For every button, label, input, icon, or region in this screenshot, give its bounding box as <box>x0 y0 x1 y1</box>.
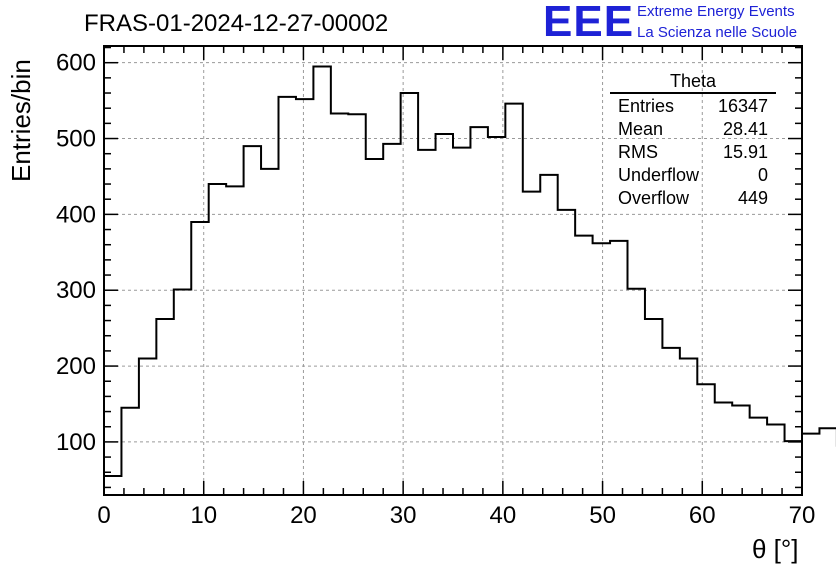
stats-value: 16347 <box>717 96 768 116</box>
x-tick-label: 60 <box>689 502 716 529</box>
stats-value: 449 <box>737 188 768 208</box>
x-tick-label: 50 <box>589 502 616 529</box>
stats-title: Theta <box>610 71 776 94</box>
histogram-line <box>104 65 836 478</box>
x-tick-label: 10 <box>190 502 217 529</box>
y-tick-label: 600 <box>56 50 96 77</box>
brand-line-1: Extreme Energy Events <box>637 3 795 20</box>
stats-value: 0 <box>757 165 768 185</box>
stats-label: Mean <box>618 119 664 139</box>
brand-line-2: La Scienza nelle Scuole <box>637 24 798 41</box>
plot-frame <box>103 45 803 496</box>
y-tick-label: 400 <box>56 201 96 228</box>
stats-label: RMS <box>618 142 658 162</box>
y-tick-label: 500 <box>56 126 96 153</box>
y-tick-label: 200 <box>56 353 96 380</box>
x-tick-label: 20 <box>290 502 317 529</box>
x-tick-label: 0 <box>97 502 110 529</box>
x-tick-label: 40 <box>490 502 517 529</box>
y-tick-labels: 100 200 300 400 500 600 <box>56 50 96 456</box>
stats-label: Entries <box>618 96 675 116</box>
y-tick-label: 100 <box>56 429 96 456</box>
x-axis-label: θ [°] <box>752 534 799 564</box>
stats-row-underflow: Underflow 0 <box>610 164 776 187</box>
x-tick-label: 30 <box>390 502 417 529</box>
x-tick-label: 70 <box>789 502 816 529</box>
stats-value: 28.41 <box>722 119 768 139</box>
y-tick-label: 300 <box>56 277 96 304</box>
stats-row-entries: Entries 16347 <box>610 95 776 118</box>
x-tick-labels: 0 10 20 30 40 50 60 70 <box>97 502 815 529</box>
y-axis-label: Entries/bin <box>6 59 36 182</box>
stats-label: Overflow <box>618 188 690 208</box>
eee-logo: EEE <box>543 0 635 46</box>
chart-title: FRAS-01-2024-12-27-00002 <box>84 10 389 37</box>
stats-label: Underflow <box>618 165 700 185</box>
stats-row-rms: RMS 15.91 <box>610 141 776 164</box>
stats-row-overflow: Overflow 449 <box>610 187 776 210</box>
grid-lines <box>104 46 802 495</box>
stats-value: 15.91 <box>722 142 768 162</box>
stats-box: Theta Entries 16347 Mean 28.41 RMS 15.91… <box>610 71 776 210</box>
stats-row-mean: Mean 28.41 <box>610 118 776 141</box>
